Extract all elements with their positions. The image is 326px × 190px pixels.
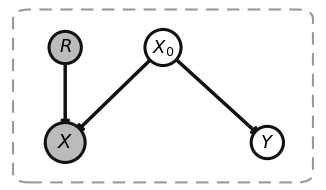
Ellipse shape bbox=[45, 123, 85, 162]
Text: $\mathit{R}$: $\mathit{R}$ bbox=[59, 39, 72, 56]
Ellipse shape bbox=[251, 126, 284, 159]
Ellipse shape bbox=[49, 31, 82, 64]
Text: $\mathit{Y}$: $\mathit{Y}$ bbox=[260, 134, 274, 151]
Ellipse shape bbox=[145, 29, 181, 66]
Text: $\mathit{X}_0$: $\mathit{X}_0$ bbox=[152, 37, 174, 58]
Text: $\mathit{X}$: $\mathit{X}$ bbox=[57, 133, 73, 152]
